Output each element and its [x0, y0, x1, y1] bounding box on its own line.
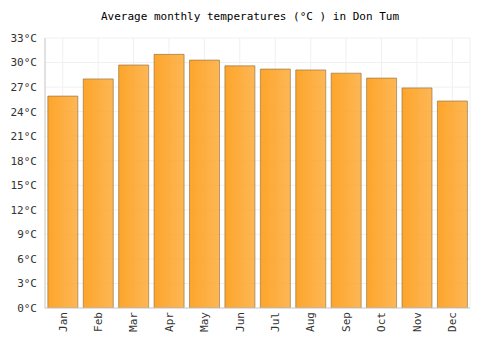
- svg-text:Sep: Sep: [340, 312, 353, 332]
- svg-text:15°C: 15°C: [11, 179, 38, 192]
- html-text:Average monthly temperatures (: Average monthly temperatures (°C ) in Do…: [101, 10, 399, 23]
- svg-text:21°C: 21°C: [11, 130, 38, 143]
- svg-text:May: May: [198, 312, 211, 332]
- svg-text:24°C: 24°C: [11, 106, 38, 119]
- svg-text:9°C: 9°C: [17, 228, 37, 241]
- svg-text:Feb: Feb: [92, 312, 105, 332]
- svg-text:3°C: 3°C: [17, 277, 37, 290]
- svg-text:33°C: 33°C: [11, 32, 38, 45]
- svg-text:Oct: Oct: [375, 312, 388, 332]
- svg-text:6°C: 6°C: [17, 253, 37, 266]
- svg-text:Dec: Dec: [446, 312, 459, 332]
- svg-text:27°C: 27°C: [11, 81, 38, 94]
- svg-text:Jul: Jul: [269, 312, 282, 332]
- svg-text:Aug: Aug: [304, 312, 317, 332]
- svg-text:Jun: Jun: [234, 312, 247, 332]
- svg-text:0°C: 0°C: [17, 302, 37, 315]
- svg-text:Nov: Nov: [411, 312, 424, 332]
- svg-text:18°C: 18°C: [11, 155, 38, 168]
- svg-text:30°C: 30°C: [11, 56, 38, 69]
- svg-text:Jan: Jan: [57, 312, 70, 332]
- svg-text:Apr: Apr: [163, 312, 176, 332]
- svg-text:12°C: 12°C: [11, 204, 38, 217]
- svg-text:Mar: Mar: [127, 312, 140, 332]
